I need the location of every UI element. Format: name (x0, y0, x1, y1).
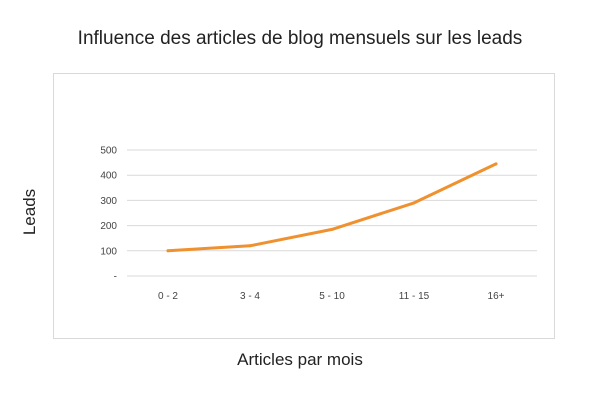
y-tick-label-0: - (114, 272, 117, 283)
data-point-0-0 (166, 249, 170, 253)
x-tick-label-4: 16+ (488, 291, 505, 302)
y-tick-label-1: 100 (100, 246, 117, 257)
x-tick-label-1: 3 - 4 (240, 291, 260, 302)
chart-title: Influence des articles de blog mensuels … (77, 28, 523, 49)
x-tick-label-2: 5 - 10 (319, 291, 345, 302)
y-tick-label-2: 200 (100, 221, 117, 232)
x-tick-label-3: 11 - 15 (399, 291, 430, 302)
data-point-0-4 (494, 162, 498, 166)
data-point-0-2 (330, 227, 334, 231)
y-tick-label-4: 400 (100, 171, 117, 182)
plot-area-frame (53, 73, 555, 339)
series-line-0 (166, 162, 498, 253)
x-tick-label-0: 0 - 2 (158, 291, 178, 302)
data-point-0-3 (412, 201, 416, 205)
y-tick-label-5: 500 (100, 146, 117, 157)
x-axis-label: Articles par mois (237, 350, 363, 369)
y-tick-label-3: 300 (100, 196, 117, 207)
data-point-0-1 (248, 244, 252, 248)
